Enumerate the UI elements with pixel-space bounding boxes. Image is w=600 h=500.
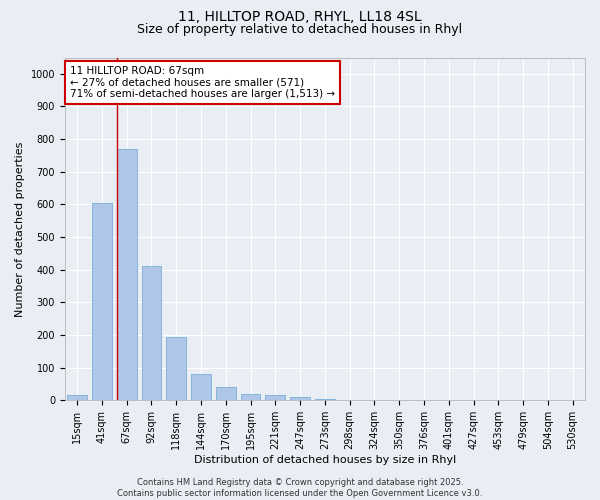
Text: Contains HM Land Registry data © Crown copyright and database right 2025.
Contai: Contains HM Land Registry data © Crown c… <box>118 478 482 498</box>
Bar <box>142 266 161 400</box>
Text: Size of property relative to detached houses in Rhyl: Size of property relative to detached ho… <box>137 22 463 36</box>
Bar <box>216 388 236 400</box>
Bar <box>315 398 335 400</box>
Bar <box>191 374 211 400</box>
Bar <box>166 336 186 400</box>
X-axis label: Distribution of detached houses by size in Rhyl: Distribution of detached houses by size … <box>194 455 456 465</box>
Bar <box>67 396 87 400</box>
Text: 11, HILLTOP ROAD, RHYL, LL18 4SL: 11, HILLTOP ROAD, RHYL, LL18 4SL <box>178 10 422 24</box>
Y-axis label: Number of detached properties: Number of detached properties <box>15 141 25 316</box>
Bar <box>290 397 310 400</box>
Bar <box>241 394 260 400</box>
Text: 11 HILLTOP ROAD: 67sqm
← 27% of detached houses are smaller (571)
71% of semi-de: 11 HILLTOP ROAD: 67sqm ← 27% of detached… <box>70 66 335 100</box>
Bar <box>265 396 285 400</box>
Bar <box>117 149 137 401</box>
Bar <box>92 203 112 400</box>
